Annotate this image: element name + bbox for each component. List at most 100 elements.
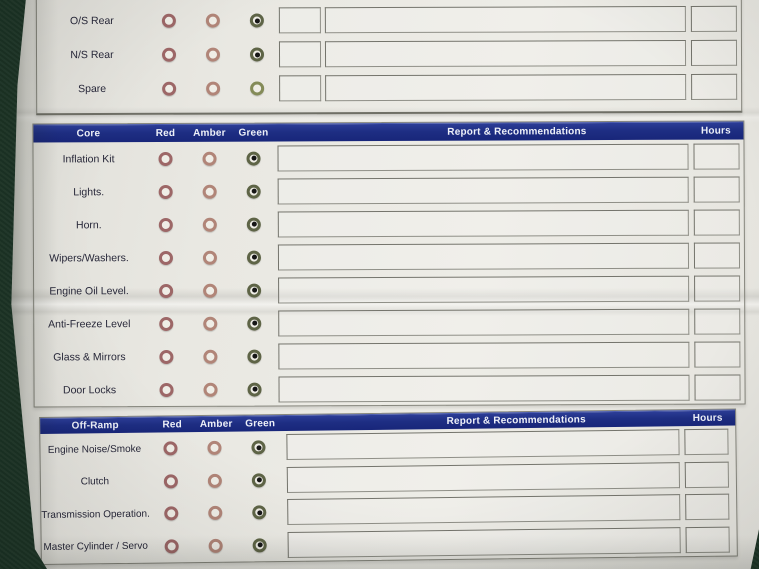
- report-input[interactable]: [287, 526, 681, 558]
- report-input[interactable]: [278, 374, 690, 402]
- radio-red[interactable]: [158, 217, 173, 232]
- radio-green[interactable]: [251, 440, 266, 455]
- radio-red[interactable]: [158, 151, 173, 166]
- column-header-red: Red: [162, 419, 183, 431]
- report-input[interactable]: [286, 429, 680, 461]
- report-input[interactable]: [325, 73, 687, 102]
- radio-amber[interactable]: [208, 506, 223, 521]
- row-label: Glass & Mirrors: [53, 350, 126, 363]
- radio-amber[interactable]: [203, 283, 218, 298]
- radio-green[interactable]: [251, 472, 266, 488]
- section-tyres-partial: O/S Rear N/S Rear Spare: [35, 0, 743, 116]
- radio-green[interactable]: [247, 283, 262, 298]
- radio-red[interactable]: [158, 250, 173, 265]
- radio-amber[interactable]: [205, 13, 220, 28]
- report-input[interactable]: [278, 308, 690, 336]
- row-label: Master Cylinder / Servo: [43, 540, 148, 554]
- radio-red[interactable]: [161, 13, 176, 28]
- hours-input[interactable]: [690, 39, 738, 66]
- hours-input[interactable]: [693, 241, 741, 269]
- radio-green[interactable]: [246, 184, 261, 199]
- row-label: Engine Noise/Smoke: [47, 443, 142, 456]
- radio-red[interactable]: [164, 506, 179, 521]
- hours-input[interactable]: [694, 274, 741, 302]
- report-input[interactable]: [277, 209, 689, 237]
- hours-input[interactable]: [691, 73, 738, 100]
- small-field-box[interactable]: [279, 75, 322, 102]
- hours-input[interactable]: [685, 493, 730, 521]
- radio-red[interactable]: [159, 316, 174, 331]
- radio-red[interactable]: [163, 474, 178, 489]
- radio-green[interactable]: [246, 250, 261, 265]
- hours-input[interactable]: [694, 307, 741, 335]
- row-label: O/S Rear: [69, 14, 114, 28]
- small-field-box[interactable]: [278, 7, 321, 34]
- radio-red[interactable]: [159, 349, 174, 364]
- small-field-box[interactable]: [278, 41, 322, 68]
- radio-amber[interactable]: [202, 184, 217, 199]
- table-row: N/S Rear: [37, 36, 741, 72]
- row-label: Spare: [78, 82, 107, 96]
- hours-input[interactable]: [694, 340, 741, 368]
- report-input[interactable]: [277, 176, 689, 204]
- radio-green[interactable]: [247, 382, 262, 397]
- radio-amber[interactable]: [203, 382, 218, 397]
- hours-input[interactable]: [693, 208, 740, 236]
- radio-green[interactable]: [249, 13, 264, 28]
- report-input[interactable]: [324, 5, 686, 34]
- radio-green[interactable]: [246, 151, 261, 166]
- radio-red[interactable]: [163, 441, 178, 456]
- radio-red[interactable]: [164, 539, 179, 554]
- radio-amber[interactable]: [203, 316, 218, 331]
- column-header-red: Red: [155, 127, 176, 140]
- radio-green[interactable]: [247, 316, 262, 331]
- radio-amber[interactable]: [203, 349, 218, 364]
- column-header-amber: Amber: [199, 418, 233, 431]
- radio-amber[interactable]: [208, 538, 223, 553]
- radio-amber[interactable]: [202, 151, 217, 166]
- hours-input[interactable]: [684, 428, 729, 456]
- hours-input[interactable]: [693, 175, 740, 203]
- radio-green[interactable]: [252, 505, 267, 520]
- report-input[interactable]: [277, 143, 689, 171]
- report-input[interactable]: [324, 39, 687, 68]
- hours-input[interactable]: [684, 461, 730, 488]
- radio-green[interactable]: [249, 47, 265, 62]
- table-row: Wipers/Washers.: [34, 238, 744, 274]
- row-label: Inflation Kit: [62, 152, 115, 165]
- radio-green[interactable]: [247, 349, 262, 364]
- radio-green[interactable]: [250, 81, 265, 96]
- report-input[interactable]: [278, 341, 690, 369]
- radio-red[interactable]: [158, 184, 173, 199]
- report-input[interactable]: [277, 242, 690, 270]
- radio-red[interactable]: [159, 283, 174, 298]
- radio-red[interactable]: [161, 47, 177, 62]
- hours-input[interactable]: [690, 5, 737, 32]
- hours-input[interactable]: [694, 373, 741, 401]
- report-input[interactable]: [286, 461, 681, 493]
- radio-amber[interactable]: [207, 473, 222, 488]
- table-row: Glass & Mirrors: [34, 337, 744, 373]
- radio-green[interactable]: [252, 537, 267, 553]
- row-label: Horn.: [75, 218, 102, 231]
- radio-green[interactable]: [246, 217, 261, 232]
- radio-red[interactable]: [159, 382, 174, 397]
- report-input[interactable]: [287, 494, 681, 526]
- table-row: Anti-Freeze Level: [34, 304, 744, 340]
- table-row: Horn.: [34, 205, 744, 241]
- radio-amber[interactable]: [202, 217, 217, 232]
- radio-amber[interactable]: [207, 441, 222, 456]
- row-label: Anti-Freeze Level: [48, 317, 131, 330]
- report-input[interactable]: [278, 275, 690, 303]
- radio-amber[interactable]: [206, 81, 221, 96]
- radio-amber[interactable]: [205, 47, 221, 62]
- row-label: Lights.: [73, 185, 105, 198]
- radio-red[interactable]: [162, 81, 177, 96]
- hours-input[interactable]: [693, 142, 740, 170]
- table-row: Spare: [37, 70, 741, 106]
- radio-amber[interactable]: [202, 250, 217, 265]
- hours-input[interactable]: [685, 526, 730, 553]
- row-label: Door Locks: [62, 383, 117, 396]
- row-label: N/S Rear: [70, 48, 114, 62]
